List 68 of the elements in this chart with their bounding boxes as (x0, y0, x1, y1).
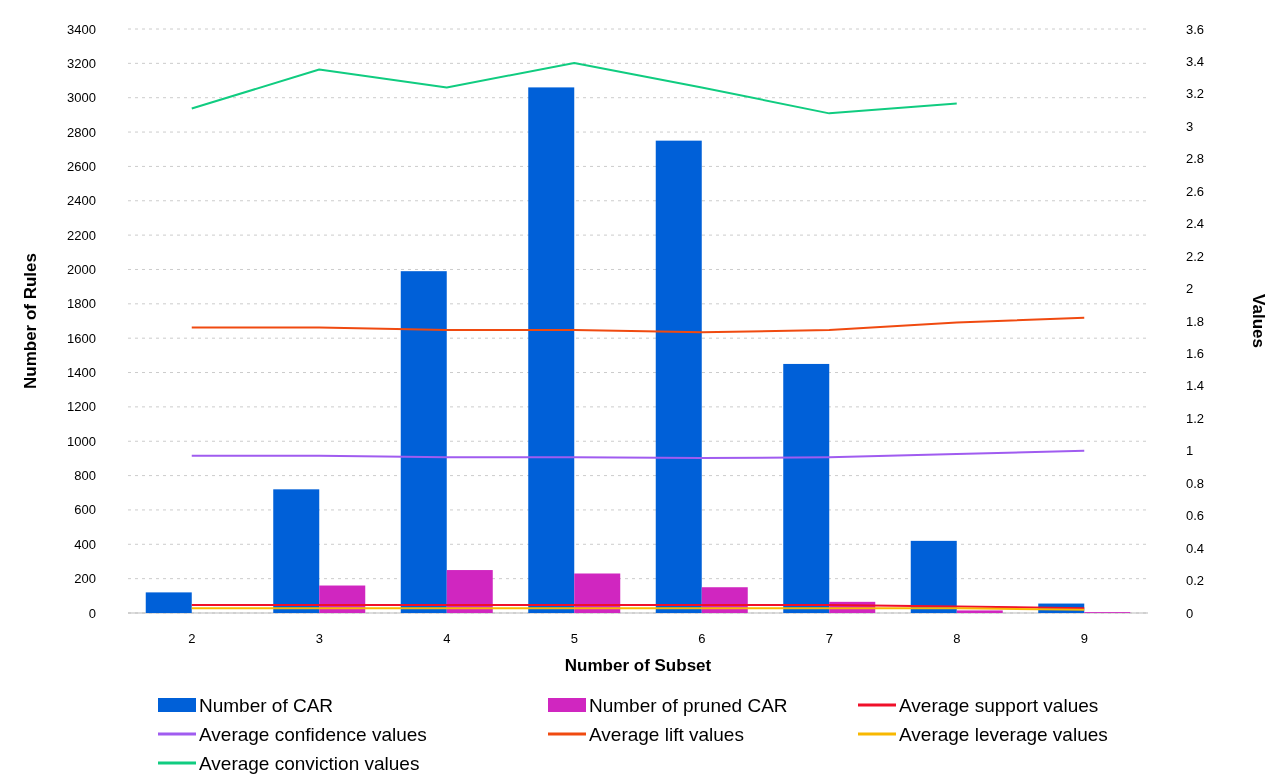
y2-tick-label: 0.4 (1186, 540, 1205, 556)
legend-label: Average conviction values (199, 752, 420, 774)
line-series (190, 316, 1086, 334)
y2-axis-title: Values (1249, 294, 1268, 348)
y2-tick-label: 1.2 (1186, 410, 1205, 426)
line-series (190, 62, 958, 115)
y-tick-label: 200 (74, 571, 96, 587)
y-tick-label: 1400 (67, 365, 96, 381)
bar (574, 573, 621, 613)
y-tick-label: 1200 (67, 399, 96, 415)
y-tick-label: 1600 (67, 330, 96, 346)
bar (528, 87, 575, 613)
legend-label: Average lift values (589, 723, 744, 745)
y2-tick-label: 1 (1186, 443, 1194, 459)
x-tick-label: 8 (953, 631, 961, 646)
y-tick-label: 2000 (67, 262, 96, 278)
y2-tick-label: 2.8 (1186, 151, 1205, 167)
y2-tick-label: 0 (1186, 605, 1194, 621)
x-tick-label: 9 (1080, 631, 1088, 646)
x-tick-label: 2 (188, 631, 196, 646)
y-tick-label: 1800 (67, 296, 96, 312)
y-tick-label: 2800 (67, 124, 96, 140)
bar (956, 610, 1003, 613)
bar (400, 271, 447, 613)
y2-tick-label: 1.6 (1186, 345, 1205, 361)
bar (655, 140, 702, 613)
y-tick-label: 3000 (67, 90, 96, 106)
y2-tick-label: 3.2 (1186, 86, 1205, 102)
bar (273, 489, 320, 613)
y-tick-label: 600 (74, 502, 96, 518)
y2-tick-label: 0.2 (1186, 573, 1205, 589)
y-tick-label: 800 (74, 468, 96, 484)
legend-label: Number of pruned CAR (589, 694, 788, 716)
y2-tick-label: 2 (1186, 281, 1194, 297)
bar (783, 363, 830, 613)
y2-tick-label: 2.2 (1186, 248, 1205, 264)
x-tick-label: 6 (698, 631, 706, 646)
y-axis-title: Number of Rules (21, 252, 40, 390)
bar (446, 570, 493, 613)
y-tick-label: 2200 (67, 227, 96, 243)
x-tick-label: 4 (443, 631, 451, 646)
y-tick-label: 3400 (67, 21, 96, 37)
legend-label: Average leverage values (899, 723, 1108, 745)
legend-label: Average support values (899, 694, 1099, 716)
legend-label: Average confidence values (199, 723, 427, 745)
y2-tick-label: 2.6 (1186, 183, 1205, 199)
x-axis-title: Number of Subset (564, 656, 712, 675)
y2-tick-label: 3.4 (1186, 53, 1205, 69)
y2-tick-label: 3 (1186, 118, 1194, 134)
y2-tick-label: 1.8 (1186, 313, 1205, 329)
legend-label: Number of CAR (199, 694, 334, 716)
x-tick-label: 5 (570, 631, 578, 646)
y2-tick-label: 3.6 (1186, 21, 1205, 37)
line-series (190, 449, 1086, 460)
y2-tick-label: 0.6 (1186, 508, 1205, 524)
y2-tick-label: 0.8 (1186, 475, 1205, 491)
y2-tick-label: 2.4 (1186, 216, 1205, 232)
y2-tick-label: 1.4 (1186, 378, 1205, 394)
y-tick-label: 0 (88, 605, 96, 621)
y-tick-label: 2600 (67, 158, 96, 174)
y-tick-label: 400 (74, 536, 96, 552)
y-tick-label: 2400 (67, 193, 96, 209)
y-tick-label: 3200 (67, 55, 96, 71)
bar (910, 540, 957, 613)
x-tick-label: 7 (825, 631, 833, 646)
x-tick-label: 3 (315, 631, 323, 646)
y-tick-label: 1000 (67, 433, 96, 449)
bar (145, 592, 192, 613)
